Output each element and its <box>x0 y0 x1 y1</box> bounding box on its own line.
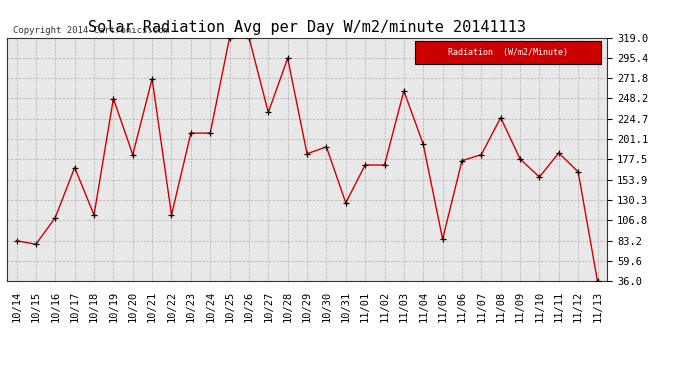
Text: Radiation  (W/m2/Minute): Radiation (W/m2/Minute) <box>448 48 568 57</box>
Title: Solar Radiation Avg per Day W/m2/minute 20141113: Solar Radiation Avg per Day W/m2/minute … <box>88 20 526 35</box>
FancyBboxPatch shape <box>415 41 601 64</box>
Text: Copyright 2014 Cartronics.com: Copyright 2014 Cartronics.com <box>13 26 169 35</box>
